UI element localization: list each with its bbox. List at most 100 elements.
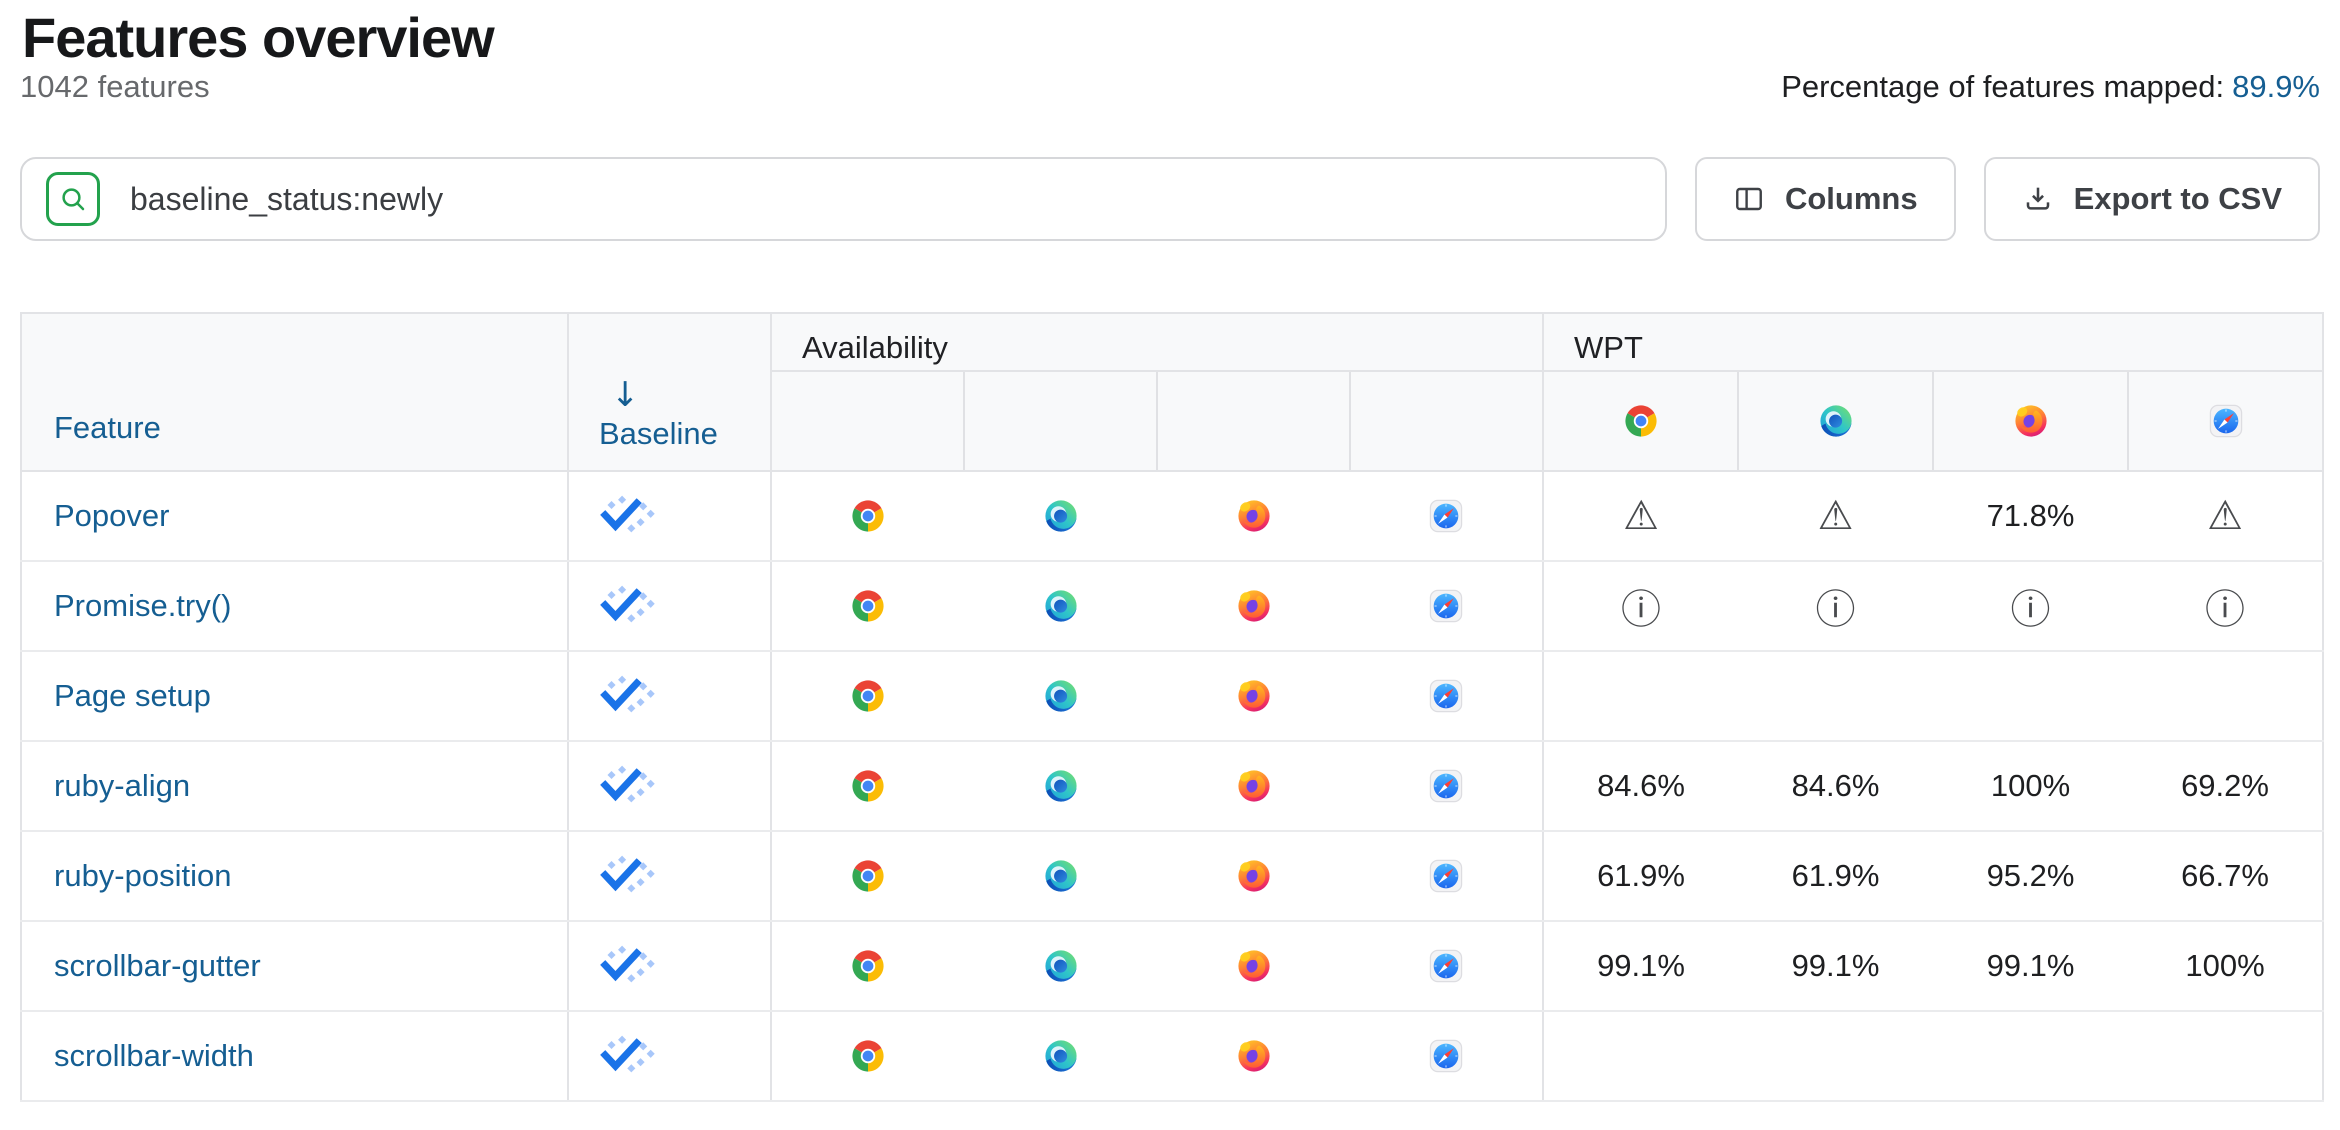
wpt-score-edge: 61.9% (1738, 831, 1934, 922)
wpt-score-edge: ⚠ (1738, 471, 1934, 562)
chrome-icon (851, 859, 885, 893)
availability-subheader (1156, 371, 1350, 472)
wpt-score-firefox: ⓘ (1933, 561, 2129, 652)
firefox-icon (1237, 1039, 1271, 1073)
firefox-icon (1237, 499, 1271, 533)
wpt-score-safari (2128, 651, 2324, 742)
firefox-icon (1237, 949, 1271, 983)
baseline-newly-icon (599, 674, 661, 718)
table-row: scrollbar-width (21, 1011, 2324, 1102)
wpt-score-firefox: 95.2% (1933, 831, 2129, 922)
firefox-icon (1237, 679, 1271, 713)
table-row: Page setup (21, 651, 2324, 742)
columns-button[interactable]: Columns (1694, 157, 1956, 241)
firefox-icon (1237, 859, 1271, 893)
feature-sort-link[interactable]: Feature (54, 410, 161, 445)
wpt-score-firefox: 71.8% (1933, 471, 2129, 562)
wpt-score-chrome: ⓘ (1542, 561, 1739, 652)
edge-icon (1044, 949, 1078, 983)
wpt-score-edge (1738, 1011, 1934, 1102)
mapped-percentage-link[interactable]: 89.9% (2232, 69, 2320, 104)
table-row: scrollbar-gutter 99.1% 99.1% 99.1% 100% (21, 921, 2324, 1012)
chrome-icon (1624, 404, 1658, 438)
safari-icon (1429, 949, 1463, 983)
firefox-icon (2014, 404, 2048, 438)
wpt-safari-header (2127, 371, 2324, 472)
baseline-column-header: ↓ Baseline (567, 313, 771, 472)
firefox-icon (1237, 769, 1271, 803)
feature-link[interactable]: ruby-align (54, 768, 191, 803)
page-subheader: 1042 features Percentage of features map… (20, 70, 2320, 104)
safari-icon (1429, 769, 1463, 803)
table-row: ruby-align 84.6% 84.6% 100% 69.2% (21, 741, 2324, 832)
edge-icon (1044, 589, 1078, 623)
table-row: ruby-position 61.9% 61.9% 95.2% 66.7% (21, 831, 2324, 922)
feature-link[interactable]: scrollbar-gutter (54, 948, 261, 983)
feature-link[interactable]: scrollbar-width (54, 1038, 254, 1073)
safari-icon (2209, 404, 2243, 438)
feature-link[interactable]: Popover (54, 498, 170, 533)
edge-icon (1819, 404, 1853, 438)
wpt-score-edge: 84.6% (1738, 741, 1934, 832)
wpt-score-chrome (1542, 1011, 1739, 1102)
search-box (20, 157, 1667, 241)
wpt-score-chrome: 84.6% (1542, 741, 1739, 832)
availability-subheader (963, 371, 1157, 472)
mapped-percentage-label: Percentage of features mapped: (1781, 69, 2225, 104)
export-csv-button-label: Export to CSV (2073, 181, 2282, 216)
features-table: Feature ↓ Baseline Availability WPT (20, 312, 2325, 1102)
feature-link[interactable]: ruby-position (54, 858, 232, 893)
safari-icon (1429, 589, 1463, 623)
feature-link[interactable]: Page setup (54, 678, 211, 713)
wpt-score-firefox (1933, 1011, 2129, 1102)
mapped-percentage: Percentage of features mapped: 89.9% (1781, 70, 2320, 104)
edge-icon (1044, 499, 1078, 533)
wpt-score-firefox (1933, 651, 2129, 742)
page-title: Features overview (22, 6, 495, 69)
wpt-score-edge: 99.1% (1738, 921, 1934, 1012)
wpt-score-safari: 66.7% (2128, 831, 2324, 922)
feature-link[interactable]: Promise.try() (54, 588, 232, 623)
wpt-score-firefox: 99.1% (1933, 921, 2129, 1012)
export-csv-button[interactable]: Export to CSV (1983, 157, 2320, 241)
wpt-firefox-header (1932, 371, 2129, 472)
search-input[interactable] (128, 179, 1647, 219)
baseline-sort-link[interactable]: Baseline (599, 416, 718, 451)
baseline-newly-icon (599, 494, 661, 538)
chrome-icon (851, 769, 885, 803)
baseline-newly-icon (599, 764, 661, 808)
wpt-score-chrome: ⚠ (1542, 471, 1739, 562)
chrome-icon (851, 589, 885, 623)
baseline-newly-icon (599, 944, 661, 988)
table-row: Promise.try() ⓘ ⓘ ⓘ ⓘ (21, 561, 2324, 652)
wpt-chrome-header (1542, 371, 1739, 472)
baseline-newly-icon (599, 584, 661, 628)
chrome-icon (851, 949, 885, 983)
edge-icon (1044, 859, 1078, 893)
safari-icon (1429, 1039, 1463, 1073)
wpt-score-safari: ⚠ (2128, 471, 2324, 562)
wpt-edge-header (1737, 371, 1934, 472)
wpt-score-safari: ⓘ (2128, 561, 2324, 652)
wpt-group-header: WPT (1542, 313, 2324, 372)
chrome-icon (851, 679, 885, 713)
sort-descending-arrow-icon: ↓ (611, 375, 640, 415)
wpt-score-safari: 69.2% (2128, 741, 2324, 832)
wpt-score-chrome: 61.9% (1542, 831, 1739, 922)
chrome-icon (851, 1039, 885, 1073)
availability-group-header: Availability (769, 313, 1544, 372)
columns-button-label: Columns (1784, 181, 1918, 216)
wpt-score-chrome (1542, 651, 1739, 742)
wpt-score-edge: ⓘ (1738, 561, 1934, 652)
wpt-score-firefox: 100% (1933, 741, 2129, 832)
edge-icon (1044, 1039, 1078, 1073)
wpt-score-safari (2128, 1011, 2324, 1102)
firefox-icon (1237, 589, 1271, 623)
wpt-score-safari: 100% (2128, 921, 2324, 1012)
chrome-icon (851, 499, 885, 533)
safari-icon (1429, 679, 1463, 713)
wpt-score-edge (1738, 651, 1934, 742)
download-icon (2022, 183, 2054, 215)
edge-icon (1044, 769, 1078, 803)
wpt-score-chrome: 99.1% (1542, 921, 1739, 1012)
